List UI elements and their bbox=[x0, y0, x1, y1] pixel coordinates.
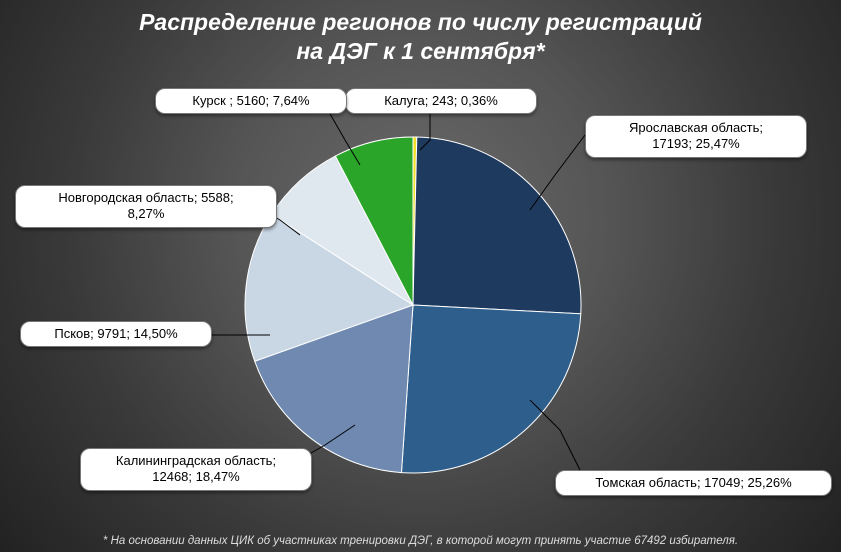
callout-2: Томская область; 17049; 25,26% bbox=[555, 470, 832, 496]
callout-3: Калининградская область; 12468; 18,47% bbox=[80, 448, 312, 491]
callout-5: Новгородская область; 5588; 8,27% bbox=[15, 185, 277, 228]
pie-slice-2 bbox=[401, 305, 580, 473]
callout-4: Псков; 9791; 14,50% bbox=[20, 321, 212, 347]
footnote: * На основании данных ЦИК об участниках … bbox=[0, 534, 841, 548]
callout-6: Курск ; 5160; 7,64% bbox=[155, 88, 347, 114]
leader-line-1 bbox=[530, 135, 585, 210]
callout-0: Калуга; 243; 0,36% bbox=[345, 88, 537, 114]
callout-1: Ярославская область; 17193; 25,47% bbox=[585, 115, 807, 158]
pie-slice-1 bbox=[413, 137, 581, 314]
